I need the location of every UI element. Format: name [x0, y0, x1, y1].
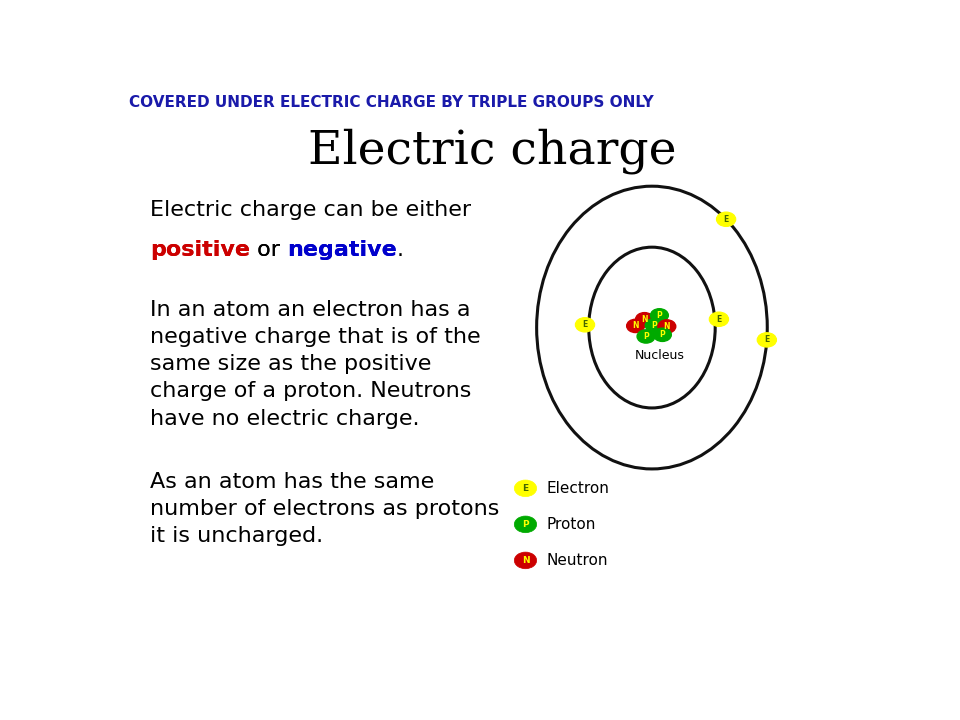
- Text: .: .: [396, 240, 403, 260]
- Text: N: N: [641, 315, 648, 324]
- Circle shape: [627, 319, 644, 333]
- Text: In an atom an electron has a
negative charge that is of the
same size as the pos: In an atom an electron has a negative ch…: [150, 300, 480, 428]
- Text: N: N: [521, 556, 529, 565]
- Circle shape: [654, 328, 671, 341]
- Circle shape: [515, 480, 537, 497]
- Circle shape: [637, 330, 655, 343]
- Text: P: P: [522, 520, 529, 529]
- Text: E: E: [522, 484, 529, 492]
- Text: positive: positive: [150, 240, 250, 260]
- Text: Neutron: Neutron: [546, 553, 608, 568]
- Text: COVERED UNDER ELECTRIC CHARGE BY TRIPLE GROUPS ONLY: COVERED UNDER ELECTRIC CHARGE BY TRIPLE …: [129, 95, 654, 110]
- Circle shape: [757, 333, 777, 347]
- Circle shape: [716, 212, 735, 227]
- Text: E: E: [724, 215, 729, 224]
- Text: Electric charge: Electric charge: [308, 128, 676, 174]
- Circle shape: [515, 516, 537, 533]
- Text: As an atom has the same
number of electrons as protons
it is uncharged.: As an atom has the same number of electr…: [150, 472, 499, 546]
- Text: Electron: Electron: [546, 481, 610, 496]
- Text: Electric charge can be either: Electric charge can be either: [150, 200, 471, 220]
- Text: E: E: [583, 320, 588, 329]
- Text: P: P: [643, 332, 649, 341]
- Text: Proton: Proton: [546, 517, 596, 532]
- Text: P: P: [651, 321, 657, 330]
- Text: P: P: [660, 330, 665, 339]
- Text: positive: positive: [150, 240, 250, 260]
- Circle shape: [515, 552, 537, 569]
- Text: N: N: [663, 322, 670, 331]
- Circle shape: [575, 318, 594, 332]
- Circle shape: [658, 320, 676, 333]
- Text: E: E: [764, 336, 770, 344]
- Text: N: N: [633, 321, 638, 330]
- Text: negative: negative: [287, 240, 396, 260]
- Circle shape: [636, 312, 654, 326]
- Circle shape: [709, 312, 729, 326]
- Text: or: or: [250, 240, 287, 260]
- Text: E: E: [716, 315, 722, 324]
- Text: negative: negative: [287, 240, 396, 260]
- Text: Nucleus: Nucleus: [635, 348, 684, 361]
- Text: or: or: [250, 240, 287, 260]
- Circle shape: [651, 309, 668, 322]
- Circle shape: [645, 319, 663, 332]
- Text: P: P: [657, 311, 662, 320]
